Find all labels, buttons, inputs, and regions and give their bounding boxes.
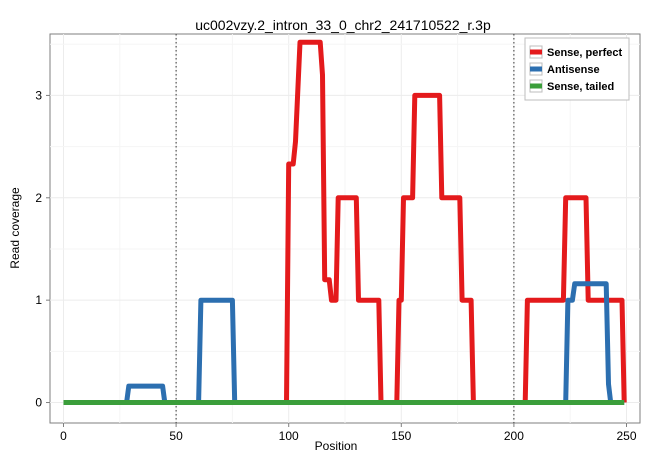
x-axis-ticks: 0 50 100 150 200 250 (60, 423, 637, 443)
x-tick-label: 100 (279, 429, 299, 443)
legend-label: Antisense (547, 64, 600, 76)
x-tick-label: 0 (60, 429, 67, 443)
y-axis-label: Read coverage (8, 187, 22, 269)
series-line (63, 39, 627, 405)
legend-label: Sense, tailed (547, 81, 614, 93)
y-tick-label: 3 (35, 88, 42, 102)
legend-label: Sense, perfect (547, 47, 623, 59)
reference-lines (175, 34, 515, 423)
y-axis-ticks: 0 1 2 3 (35, 88, 50, 410)
y-tick-label: 0 (35, 396, 42, 410)
x-tick-label: 50 (169, 429, 183, 443)
x-tick-label: 200 (504, 429, 524, 443)
x-tick-label: 150 (391, 429, 411, 443)
x-tick-label: 250 (616, 429, 636, 443)
series-lines (63, 39, 627, 405)
chart-title: uc002vzy.2_intron_33_0_chr2_241710522_r.… (195, 17, 491, 33)
y-tick-label: 2 (35, 191, 42, 205)
x-axis-label: Position (315, 439, 358, 453)
y-tick-label: 1 (35, 293, 42, 307)
legend: Sense, perfect Antisense Sense, tailed (524, 37, 630, 101)
